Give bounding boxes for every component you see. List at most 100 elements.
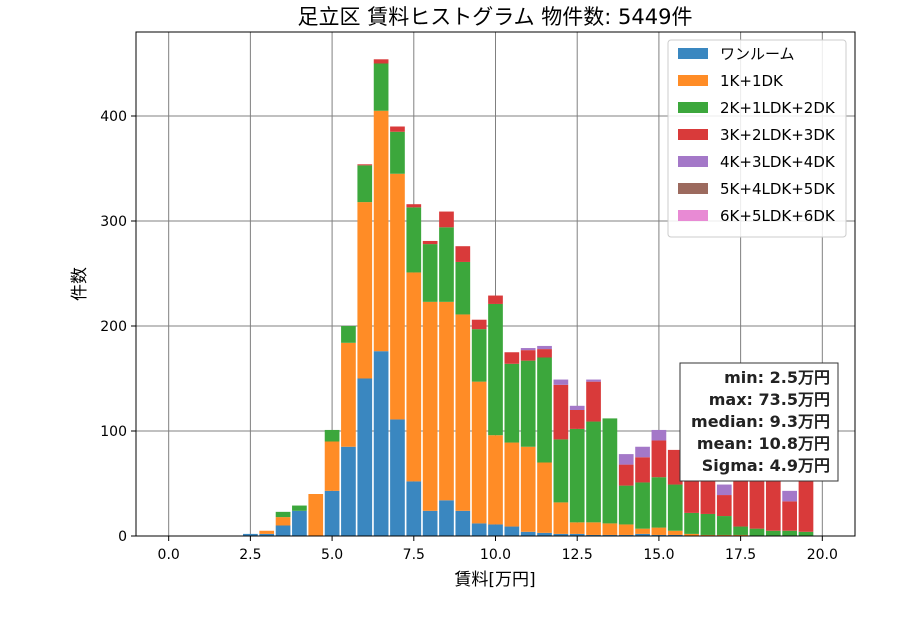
bar-0-28 bbox=[618, 534, 634, 536]
bar-4-34 bbox=[716, 484, 732, 496]
legend-swatch-3 bbox=[678, 129, 708, 140]
x-tick-label-4: 10.0 bbox=[480, 547, 511, 563]
bar-3-38 bbox=[782, 501, 797, 531]
bar-0-19 bbox=[471, 523, 487, 536]
legend-label-6: 6K+5LDK+6DK bbox=[720, 207, 836, 225]
bar-1-33 bbox=[700, 534, 716, 536]
stats-box-frame bbox=[679, 362, 839, 482]
bar-1-22 bbox=[520, 446, 536, 532]
bar-2-7 bbox=[275, 511, 291, 518]
bar-3-19 bbox=[471, 319, 487, 330]
bar-4-22 bbox=[520, 348, 536, 351]
bar-2-32 bbox=[684, 512, 699, 534]
y-tick-label-3: 300 bbox=[100, 214, 127, 230]
stats-line-0: min: 2.5万円 bbox=[724, 368, 830, 387]
bar-2-19 bbox=[471, 329, 487, 382]
bar-3-26 bbox=[586, 381, 601, 422]
bar-2-23 bbox=[537, 357, 552, 463]
bar-2-36 bbox=[749, 528, 765, 536]
bar-0-10 bbox=[324, 490, 340, 536]
bar-0-20 bbox=[488, 524, 503, 536]
x-tick-label-5: 12.5 bbox=[562, 547, 593, 563]
bar-1-27 bbox=[602, 523, 618, 535]
bar-1-15 bbox=[406, 272, 422, 482]
legend-label-4: 4K+3LDK+4DK bbox=[720, 153, 836, 171]
bar-0-31 bbox=[667, 534, 683, 536]
bar-1-30 bbox=[651, 527, 667, 535]
bar-0-30 bbox=[651, 534, 667, 536]
bar-3-20 bbox=[488, 295, 503, 304]
stats-line-3: mean: 10.8万円 bbox=[697, 434, 830, 453]
bar-1-24 bbox=[553, 502, 569, 534]
x-tick-label-8: 20.0 bbox=[807, 547, 838, 563]
bar-0-18 bbox=[455, 510, 471, 536]
bar-2-20 bbox=[488, 303, 503, 436]
x-axis-label: 賃料[万円] bbox=[454, 570, 535, 590]
bar-2-31 bbox=[667, 484, 683, 531]
bar-2-15 bbox=[406, 207, 422, 273]
bar-3-31 bbox=[667, 449, 683, 485]
bar-2-12 bbox=[357, 165, 373, 203]
bar-3-12 bbox=[357, 164, 373, 166]
bar-2-17 bbox=[439, 227, 454, 302]
bar-3-25 bbox=[569, 410, 585, 429]
legend-swatch-4 bbox=[678, 156, 708, 167]
bar-1-16 bbox=[422, 301, 438, 511]
bar-1-35 bbox=[733, 534, 748, 536]
bar-1-23 bbox=[537, 462, 552, 533]
bar-3-15 bbox=[406, 204, 422, 208]
bar-4-30 bbox=[651, 429, 667, 441]
bar-2-26 bbox=[586, 421, 601, 523]
bar-3-23 bbox=[537, 349, 552, 358]
bar-3-24 bbox=[553, 384, 569, 440]
bar-2-11 bbox=[341, 326, 356, 343]
bar-0-21 bbox=[504, 526, 520, 536]
x-tick-label-0: 0.0 bbox=[158, 547, 180, 563]
bar-0-5 bbox=[243, 533, 258, 536]
bar-1-26 bbox=[586, 522, 601, 535]
bar-0-23 bbox=[537, 532, 552, 536]
legend-swatch-0 bbox=[678, 48, 708, 59]
bar-2-24 bbox=[553, 439, 569, 503]
x-axis-ticks: 0.0 2.5 5.0 7.5 10.0 12.5 15.0 17.5 20.0 bbox=[158, 536, 838, 563]
y-tick-label-2: 200 bbox=[100, 319, 127, 335]
legend-label-2: 2K+1LDK+2DK bbox=[720, 99, 836, 117]
bar-2-28 bbox=[618, 485, 634, 525]
bar-3-14 bbox=[390, 126, 405, 132]
bar-3-30 bbox=[651, 440, 667, 478]
bar-4-23 bbox=[537, 345, 552, 350]
bar-0-12 bbox=[357, 378, 373, 536]
bar-2-18 bbox=[455, 261, 471, 315]
bar-2-16 bbox=[422, 244, 438, 302]
legend-label-0: ワンルーム bbox=[720, 45, 795, 63]
chart-title: 足立区 賃料ヒストグラム 物件数: 5449件 bbox=[298, 5, 693, 29]
bar-1-14 bbox=[390, 173, 405, 420]
stats-line-1: max: 73.5万円 bbox=[709, 390, 830, 409]
bar-1-11 bbox=[341, 342, 356, 447]
bar-2-33 bbox=[700, 513, 716, 535]
bar-2-14 bbox=[390, 131, 405, 174]
stats-line-2: median: 9.3万円 bbox=[691, 412, 830, 431]
bar-1-18 bbox=[455, 314, 471, 511]
legend-label-5: 5K+4LDK+5DK bbox=[720, 180, 836, 198]
x-tick-label-6: 15.0 bbox=[643, 547, 674, 563]
bar-3-16 bbox=[422, 240, 438, 245]
legend-label-1: 1K+1DK bbox=[720, 72, 784, 90]
bar-1-7 bbox=[275, 517, 291, 526]
bar-4-28 bbox=[618, 454, 634, 465]
bar-0-24 bbox=[553, 533, 569, 536]
legend-swatch-1 bbox=[678, 75, 708, 86]
x-tick-label-2: 5.0 bbox=[321, 547, 343, 563]
bar-2-27 bbox=[602, 418, 618, 524]
bar-4-29 bbox=[635, 446, 650, 458]
bar-1-9 bbox=[308, 494, 324, 536]
bar-2-10 bbox=[324, 429, 340, 442]
bar-1-19 bbox=[471, 381, 487, 524]
bar-3-34 bbox=[716, 495, 732, 517]
bar-0-13 bbox=[373, 351, 389, 536]
legend-label-3: 3K+2LDK+3DK bbox=[720, 126, 836, 144]
y-tick-label-1: 100 bbox=[100, 424, 127, 440]
bar-0-26 bbox=[586, 534, 601, 536]
bar-1-28 bbox=[618, 524, 634, 535]
